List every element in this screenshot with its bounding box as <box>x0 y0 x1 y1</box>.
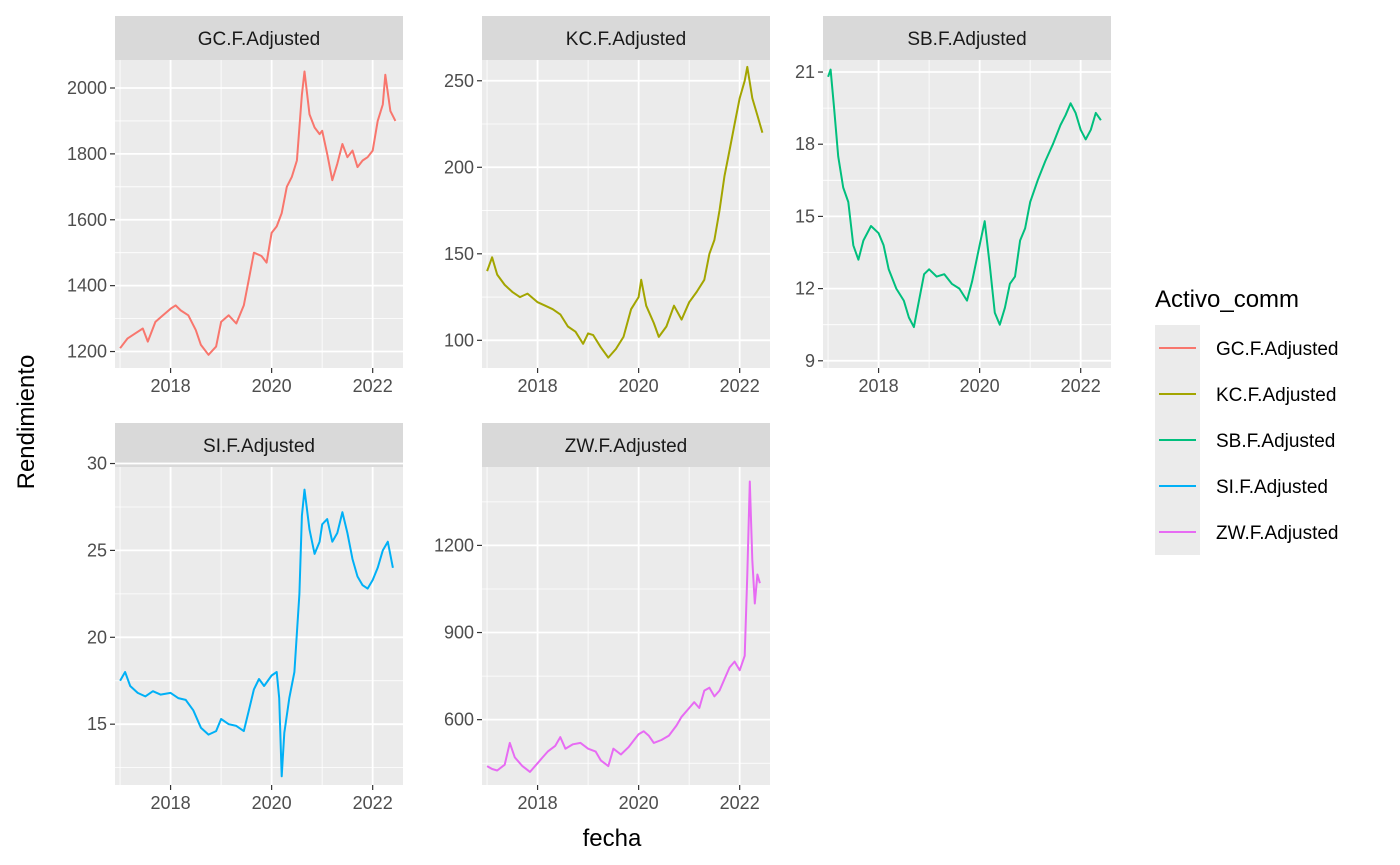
facet-panel: KC.F.Adjusted 100 150 200 250 2018 2020 2022 <box>444 16 770 396</box>
series-line <box>486 480 761 773</box>
legend-label: KC.F.Adjusted <box>1216 385 1336 406</box>
facet-strip-label: SB.F.Adjusted <box>907 29 1026 50</box>
x-tick-label: 2018 <box>518 793 558 813</box>
legend-label: SI.F.Adjusted <box>1216 477 1328 498</box>
facet-panel: GC.F.Adjusted 1200 1400 1600 1800 2000 2018 202… <box>67 16 403 396</box>
x-tick-label: 2018 <box>518 376 558 396</box>
panel-background <box>115 467 403 785</box>
series-line <box>119 488 394 778</box>
y-tick-label: 1800 <box>67 144 107 164</box>
legend-label: SB.F.Adjusted <box>1216 431 1335 452</box>
y-tick-label: 15 <box>87 714 107 734</box>
x-tick-label: 2022 <box>353 376 393 396</box>
y-tick-label: 21 <box>795 62 815 82</box>
y-tick-label: 100 <box>444 330 474 350</box>
facet-strip-label: GC.F.Adjusted <box>198 29 321 50</box>
facet-strip <box>482 16 770 60</box>
y-tick-label: 600 <box>444 710 474 730</box>
facet-strip-label: SI.F.Adjusted <box>203 436 315 457</box>
facet-strip <box>115 16 403 60</box>
facet-strip-label: ZW.F.Adjusted <box>565 436 688 457</box>
y-tick-label: 1200 <box>434 535 474 555</box>
legend: Activo_comm GC.F.Adjusted KC.F.Adjusted SB… <box>1155 286 1339 555</box>
facet-panel: SI.F.Adjusted 15 20 25 30 2018 2020 2022 <box>87 423 403 813</box>
y-tick-label: 200 <box>444 157 474 177</box>
y-tick-label: 9 <box>805 351 815 371</box>
x-tick-label: 2022 <box>720 376 760 396</box>
series-line <box>827 68 1102 329</box>
y-tick-label: 1400 <box>67 276 107 296</box>
y-axis-title: Rendimiento <box>13 355 40 490</box>
y-tick-label: 900 <box>444 623 474 643</box>
x-tick-label: 2018 <box>151 793 191 813</box>
x-tick-label: 2020 <box>960 376 1000 396</box>
y-tick-label: 25 <box>87 540 107 560</box>
facet-panel: ZW.F.Adjusted 600 900 1200 2018 2020 2022 <box>434 423 770 813</box>
x-tick-label: 2020 <box>619 376 659 396</box>
facet-strip-label: KC.F.Adjusted <box>566 29 686 50</box>
x-tick-label: 2018 <box>859 376 899 396</box>
y-tick-label: 20 <box>87 627 107 647</box>
panel-background <box>823 60 1111 368</box>
y-tick-label: 150 <box>444 244 474 264</box>
x-axis-title: fecha <box>583 825 642 852</box>
facet-strip <box>482 423 770 467</box>
y-tick-label: 1200 <box>67 342 107 362</box>
y-tick-label: 2000 <box>67 78 107 98</box>
x-tick-label: 2020 <box>252 793 292 813</box>
x-tick-label: 2022 <box>353 793 393 813</box>
facet-strip <box>115 423 403 467</box>
legend-label: GC.F.Adjusted <box>1216 339 1339 360</box>
legend-title: Activo_comm <box>1155 286 1299 313</box>
series-line <box>119 70 397 356</box>
series-line <box>486 65 764 359</box>
x-tick-label: 2022 <box>1061 376 1101 396</box>
legend-label: ZW.F.Adjusted <box>1216 523 1339 544</box>
panel-background <box>482 467 770 785</box>
y-tick-label: 1600 <box>67 210 107 230</box>
panel-background <box>115 60 403 368</box>
y-tick-label: 18 <box>795 134 815 154</box>
facet-panel: SB.F.Adjusted 9 12 15 18 21 2018 2020 2022 <box>795 16 1111 396</box>
x-tick-label: 2020 <box>252 376 292 396</box>
x-tick-label: 2018 <box>151 376 191 396</box>
x-tick-label: 2022 <box>720 793 760 813</box>
facet-strip <box>823 16 1111 60</box>
y-tick-label: 30 <box>87 454 107 474</box>
y-tick-label: 250 <box>444 71 474 91</box>
x-tick-label: 2020 <box>619 793 659 813</box>
panel-background <box>482 60 770 368</box>
y-tick-label: 12 <box>795 279 815 299</box>
y-tick-label: 15 <box>795 206 815 226</box>
